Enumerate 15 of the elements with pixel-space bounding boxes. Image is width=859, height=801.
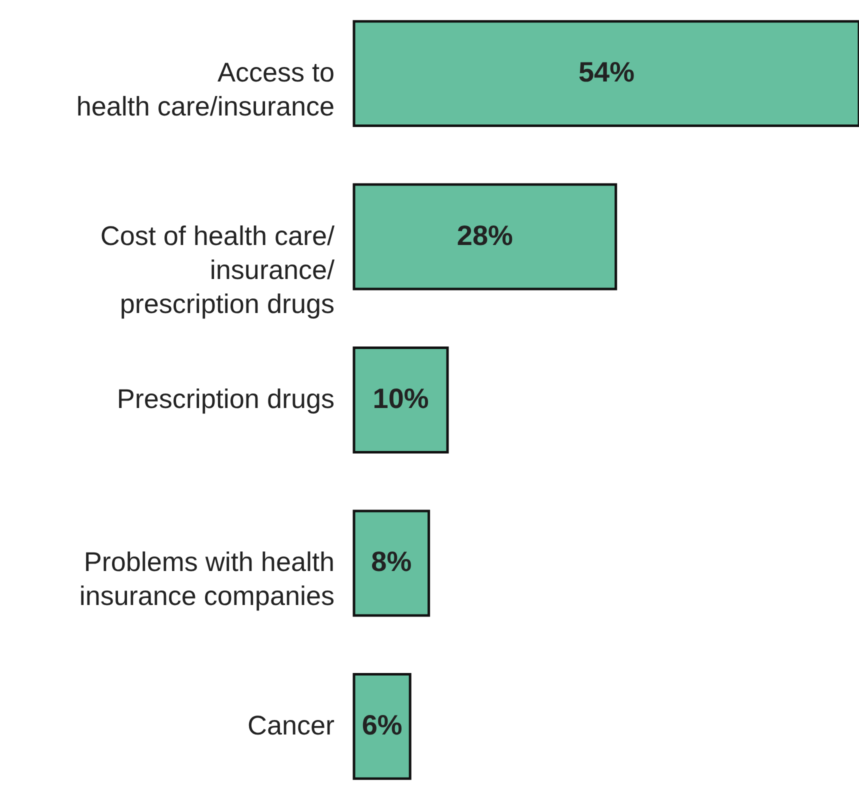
y-tick-label: Problems with health insurance companies bbox=[79, 547, 334, 612]
y-tick-label: Cost of health care/ insurance/ prescription drugs bbox=[100, 220, 335, 319]
data-label: 10% bbox=[372, 383, 429, 414]
y-tick-label: Access to health care/insurance bbox=[76, 58, 334, 122]
bar bbox=[352, 510, 430, 617]
data-label: 8% bbox=[371, 546, 412, 578]
bar bbox=[352, 20, 859, 128]
y-tick-label: Prescription drugs bbox=[116, 384, 334, 414]
y-tick-label: Cancer bbox=[247, 710, 334, 740]
bar bbox=[352, 672, 412, 780]
data-label: 28% bbox=[456, 220, 514, 251]
bar bbox=[352, 183, 618, 290]
data-label: 54% bbox=[578, 56, 635, 88]
bar bbox=[352, 346, 449, 454]
data-label: 6% bbox=[362, 709, 402, 740]
